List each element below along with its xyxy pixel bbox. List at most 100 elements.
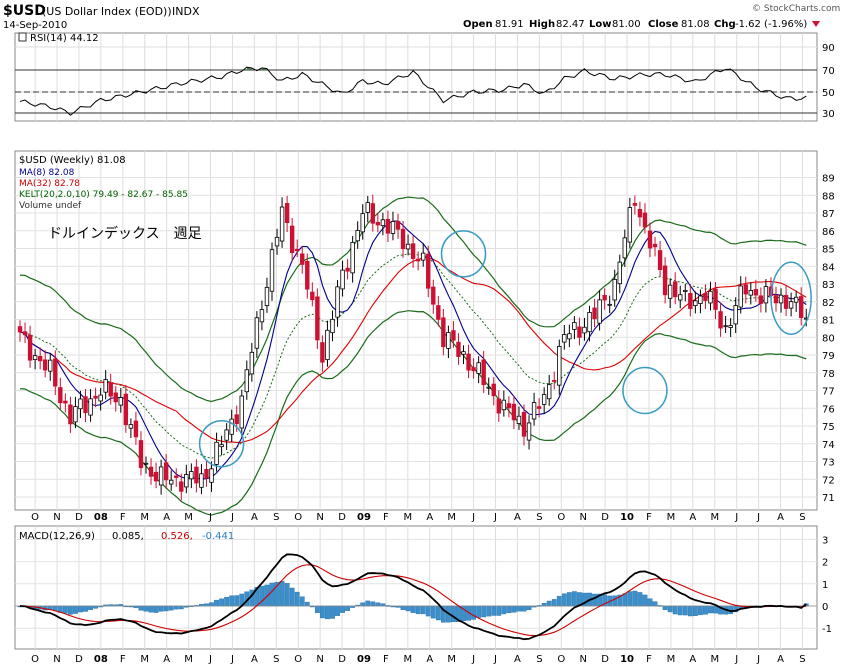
candle-up bbox=[224, 429, 229, 441]
macd-histogram-bar bbox=[677, 605, 683, 616]
x-tick-label: A bbox=[514, 654, 521, 665]
candle-up bbox=[229, 418, 234, 435]
macd-histogram-bar bbox=[360, 602, 366, 607]
price-tick-label: 71 bbox=[822, 493, 835, 504]
macd-panel: -1 0 1 2 3 bbox=[15, 535, 832, 641]
candle-up bbox=[360, 213, 365, 233]
candle-up bbox=[239, 395, 244, 429]
macd-histogram-bar bbox=[229, 595, 235, 607]
macd-histogram-bar bbox=[138, 605, 144, 611]
candle-down bbox=[718, 311, 723, 329]
x-tick-label: A bbox=[426, 512, 433, 523]
x-tick-label: M bbox=[710, 654, 719, 665]
candle-up bbox=[355, 230, 360, 242]
candle-up bbox=[526, 422, 532, 441]
candle-up bbox=[476, 362, 481, 374]
price-legend-ma32: MA(32) 82.78 bbox=[19, 179, 80, 189]
x-tick-label: M bbox=[140, 654, 149, 665]
candle-up bbox=[340, 269, 345, 290]
macd-histogram-bar bbox=[491, 605, 497, 616]
candle-up bbox=[88, 398, 93, 416]
price-tick-label: 86 bbox=[822, 227, 835, 238]
x-tick-label: O bbox=[31, 512, 39, 523]
macd-tick-label: 1 bbox=[822, 580, 828, 591]
price-tick-label: 73 bbox=[822, 458, 835, 469]
x-tick-label: M bbox=[404, 512, 413, 523]
x-tick-label: J bbox=[471, 512, 475, 523]
macd-histogram-bar bbox=[83, 605, 88, 612]
candle-down bbox=[83, 396, 88, 414]
price-legend-ma8: MA(8) 82.08 bbox=[19, 168, 75, 178]
macd-histogram-bar bbox=[652, 601, 658, 607]
x-tick-label: N bbox=[316, 512, 323, 523]
candle-up bbox=[617, 261, 622, 285]
candle-up bbox=[32, 355, 38, 361]
candle-down bbox=[370, 203, 375, 224]
price-tick-label: 77 bbox=[822, 387, 835, 398]
candle-down bbox=[133, 420, 139, 438]
candle-down bbox=[703, 293, 708, 301]
candle-down bbox=[22, 331, 28, 336]
macd-histogram-bar bbox=[501, 605, 507, 615]
candle-down bbox=[632, 203, 638, 206]
macd-histogram-bar bbox=[506, 605, 512, 614]
candle-down bbox=[783, 294, 789, 309]
candle-up bbox=[330, 318, 335, 334]
candle-down bbox=[163, 462, 169, 481]
macd-histogram-bar bbox=[214, 599, 219, 607]
x-tick-label: F bbox=[646, 512, 652, 523]
candle-up bbox=[168, 479, 174, 485]
candle-down bbox=[138, 440, 144, 469]
candle-up bbox=[380, 219, 386, 227]
candle-down bbox=[456, 341, 461, 357]
price-tick-label: 88 bbox=[822, 191, 835, 202]
price-tick-label: 80 bbox=[822, 333, 835, 344]
macd-histogram-bar bbox=[647, 598, 653, 607]
candle-down bbox=[148, 466, 154, 477]
price-tick-label: 79 bbox=[822, 351, 835, 362]
macd-histogram-bar bbox=[320, 605, 325, 619]
macd-histogram-bar bbox=[158, 605, 164, 612]
x-tick-label: D bbox=[338, 654, 346, 665]
candle-down bbox=[471, 367, 476, 372]
candle-up bbox=[627, 207, 633, 243]
candle-down bbox=[662, 265, 668, 296]
macd-histogram-bar bbox=[375, 602, 381, 607]
x-tick-label: J bbox=[208, 654, 212, 665]
macd-histogram-bar bbox=[178, 605, 184, 610]
highlight-circle bbox=[622, 366, 668, 415]
macd-tick-label: -1 bbox=[822, 624, 832, 635]
macd-histogram-bar bbox=[430, 605, 436, 619]
candle-down bbox=[17, 326, 23, 333]
macd-histogram-bar bbox=[435, 605, 441, 621]
macd-histogram-bar bbox=[289, 587, 295, 607]
candle-down bbox=[602, 295, 607, 301]
candle-down bbox=[37, 355, 43, 362]
x-tick-label: M bbox=[404, 654, 413, 665]
macd-histogram-bar bbox=[405, 605, 411, 612]
candle-up bbox=[582, 326, 587, 334]
x-tick-label: M bbox=[184, 654, 193, 665]
candle-down bbox=[300, 253, 305, 265]
price-tick-label: 83 bbox=[822, 280, 835, 291]
rsi-line bbox=[19, 66, 807, 116]
x-tick-label: F bbox=[120, 512, 126, 523]
candle-up bbox=[557, 346, 562, 386]
candle-up bbox=[612, 278, 617, 301]
macd-histogram-bar bbox=[148, 605, 154, 613]
x-tick-label: S bbox=[536, 654, 542, 665]
candle-up bbox=[607, 303, 612, 306]
x-tick-label: J bbox=[208, 512, 212, 523]
macd-histogram-bar bbox=[703, 605, 708, 615]
highlight-circle bbox=[770, 261, 812, 335]
macd-histogram-bar bbox=[516, 605, 522, 612]
price-panel: 71 72 73 74 75 76 77 78 79 80 81 82 83 84 85 86 87 88 89 bbox=[17, 174, 835, 516]
candle-down bbox=[153, 471, 159, 482]
candle-up bbox=[73, 406, 78, 423]
candle-up bbox=[264, 286, 270, 306]
macd-legend: MACD(12,26,9) 0.085, 0.526, -0.441 bbox=[19, 531, 234, 542]
candle-up bbox=[667, 284, 673, 299]
x-tick-label: D bbox=[601, 512, 609, 523]
x-tick-label: A bbox=[777, 654, 784, 665]
